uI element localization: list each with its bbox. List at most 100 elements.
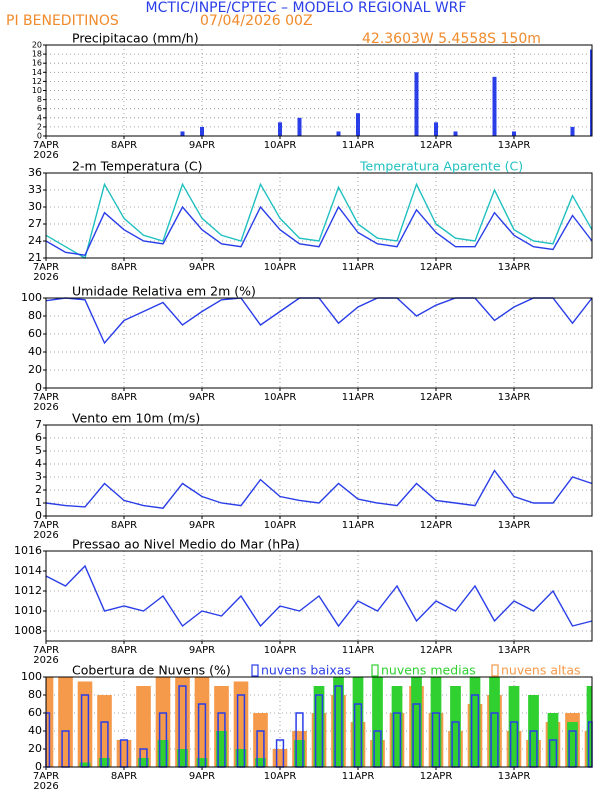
plot-frame <box>45 550 593 642</box>
line <box>45 469 593 509</box>
legend-swatch <box>491 664 499 677</box>
y-tick-label: 18 <box>32 50 42 59</box>
y-tick-label: 40 <box>28 724 42 737</box>
bar <box>136 686 151 767</box>
y-tick-label: 0 <box>35 509 42 522</box>
y-tick-label: 1016 <box>14 544 42 557</box>
chart-title: Umidade Relativa em 2m (%) <box>72 284 256 299</box>
y-tick-label: 27 <box>28 217 42 230</box>
bar <box>294 740 305 767</box>
y-tick-label: 14 <box>32 68 42 77</box>
x-tick-label: 11APR <box>342 140 375 151</box>
y-tick-label: 80 <box>28 688 42 701</box>
y-tick-label: 1010 <box>14 604 42 617</box>
x-tick-label: 8APR <box>111 771 137 782</box>
y-tick-label: 3 <box>35 470 42 483</box>
bar <box>372 677 383 767</box>
x-tick-label: 10APR <box>264 140 297 151</box>
bar <box>567 722 578 767</box>
y-tick-label: 20 <box>32 41 42 50</box>
x-year-label: 2026 <box>33 402 58 413</box>
x-tick-label: 10APR <box>264 520 297 531</box>
x-tick-label: 10APR <box>264 771 297 782</box>
bar <box>590 49 592 136</box>
x-tick-label: 8APR <box>111 262 137 273</box>
y-tick-label: 36 <box>28 166 42 179</box>
bar <box>489 677 500 767</box>
x-tick-label: 8APR <box>111 140 137 151</box>
y-tick-label: 8 <box>37 95 42 104</box>
y-tick-label: 2 <box>37 122 42 131</box>
x-tick-label: 11APR <box>342 645 375 656</box>
x-tick-label: 9APR <box>189 645 215 656</box>
y-tick-label: 60 <box>28 327 42 340</box>
x-tick-label: 9APR <box>189 140 215 151</box>
header-title: MCTIC/INPE/CPTEC – MODELO REGIONAL WRF <box>146 0 467 16</box>
bar <box>99 758 110 767</box>
header-location: PI BENEDITINOS <box>6 13 119 29</box>
y-tick-label: 5 <box>35 444 42 457</box>
bar <box>356 113 360 136</box>
y-tick-label: 100 <box>21 291 42 304</box>
bar <box>469 677 481 767</box>
x-tick-label: 12APR <box>420 771 453 782</box>
bar <box>216 731 227 767</box>
y-tick-label: 6 <box>35 431 42 444</box>
chart-title: Cobertura de Nuvens (%) <box>72 663 231 678</box>
y-tick-label: 7 <box>35 418 42 431</box>
x-tick-label: 7APR <box>33 262 59 273</box>
y-tick-label: 60 <box>28 706 42 719</box>
bar <box>512 131 516 136</box>
bar <box>272 749 288 767</box>
x-tick-label: 8APR <box>111 520 137 531</box>
x-tick-label: 11APR <box>342 262 375 273</box>
bar <box>414 72 419 136</box>
x-year-label: 2026 <box>33 272 58 283</box>
y-tick-label: 33 <box>28 183 42 196</box>
y-tick-label: 80 <box>28 309 42 322</box>
bar <box>200 126 204 136</box>
bar <box>450 686 461 767</box>
bar <box>116 740 132 767</box>
x-tick-label: 8APR <box>111 645 137 656</box>
chart-title: Precipitacao (mm/h) <box>72 31 199 46</box>
x-tick-label: 9APR <box>189 392 215 403</box>
y-tick-label: 0 <box>37 132 42 141</box>
bar <box>492 76 497 136</box>
bar <box>177 749 188 767</box>
x-year-label: 2026 <box>33 150 58 161</box>
y-tick-label: 100 <box>21 670 42 683</box>
line <box>45 182 593 260</box>
x-tick-label: 8APR <box>111 392 137 403</box>
header-coords: 42.3603W 5.4558S 150m <box>362 31 541 47</box>
x-tick-label: 11APR <box>342 392 375 403</box>
bar <box>508 686 520 767</box>
bar <box>570 126 575 136</box>
plot-frame <box>45 424 593 517</box>
x-tick-label: 13APR <box>498 520 531 531</box>
y-tick-label: 2 <box>35 483 42 496</box>
bar <box>453 131 458 136</box>
chart-title: Pressao ao Nivel Medio do Mar (hPa) <box>72 537 300 552</box>
y-tick-label: 21 <box>28 251 42 264</box>
y-tick-label: 20 <box>28 363 42 376</box>
legend-label: nuvens altas <box>501 663 581 678</box>
x-tick-label: 10APR <box>264 645 297 656</box>
bar <box>391 686 403 767</box>
bar <box>194 677 210 767</box>
x-tick-label: 7APR <box>33 140 59 151</box>
bar <box>434 122 438 136</box>
x-year-label: 2026 <box>33 781 58 792</box>
y-tick-label: 16 <box>32 59 42 68</box>
x-tick-label: 11APR <box>342 520 375 531</box>
legend-swatch <box>371 664 379 677</box>
chart-title: 2-m Temperatura (C) <box>72 159 203 174</box>
bar <box>313 686 325 767</box>
y-tick-label: 1014 <box>14 564 42 577</box>
bar <box>79 762 91 767</box>
legend-label: nuvens baixas <box>261 663 351 678</box>
y-tick-label: 40 <box>28 345 42 358</box>
bar <box>333 677 344 767</box>
